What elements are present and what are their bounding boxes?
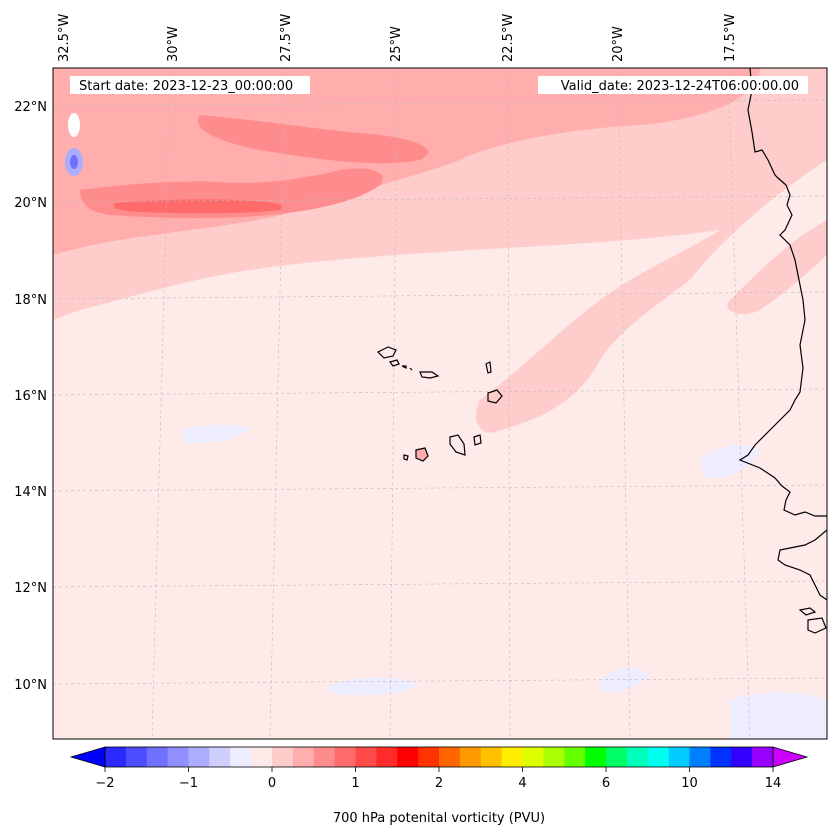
colorbar-tick-label: 4 <box>518 776 526 791</box>
colorbar-cell <box>188 747 210 767</box>
longitude-labels: 32.5°W 30°W 27.5°W 25°W 22.5°W 20°W 17.5… <box>57 14 738 62</box>
coastline-islands-south <box>798 607 827 634</box>
colorbar-cell <box>459 747 482 767</box>
pv-negative-patch-2 <box>700 444 760 479</box>
colorbar-cell <box>480 747 503 767</box>
colorbar-cell <box>501 747 523 767</box>
colorbar-cell <box>167 747 189 767</box>
coastline-guinea <box>777 529 827 601</box>
colorbar-tick-label: 1 <box>351 776 359 791</box>
start-date-box <box>70 76 310 94</box>
colorbar-cell <box>272 747 294 767</box>
lat-label: 18°N <box>14 293 47 308</box>
colorbar-cell <box>146 747 169 767</box>
colorbar-cell <box>626 747 649 767</box>
colorbar-cell <box>585 747 607 767</box>
colorbar-cell <box>647 747 670 767</box>
lon-label: 32.5°W <box>57 14 72 62</box>
lon-label: 17.5°W <box>723 14 738 62</box>
colorbar-cell <box>251 747 273 767</box>
lat-label: 12°N <box>14 581 47 596</box>
colorbar-cell <box>397 747 419 767</box>
colorbar-cell <box>522 747 544 767</box>
colorbar-cell <box>313 747 336 767</box>
colorbar-max-extension <box>772 746 809 768</box>
colorbar-cell <box>230 747 252 767</box>
latitude-labels: 22°N 20°N 18°N 16°N 14°N 12°N 10°N <box>14 100 47 693</box>
valid-date-box <box>538 76 808 94</box>
colorbar-cell <box>376 747 398 767</box>
start-date-label: Start date: 2023-12-23_00:00:00 <box>79 79 293 94</box>
map-border <box>52 67 828 740</box>
pv-negative-patch-4 <box>330 677 420 696</box>
pv-white-spot <box>68 113 80 137</box>
pv-band-strong-north <box>198 115 428 164</box>
valid-date-label: Valid_date: 2023-12-24T06:00:00.00 <box>561 79 799 94</box>
colorbar-tick-label: −2 <box>95 776 114 791</box>
lat-label: 14°N <box>14 485 47 500</box>
colorbar-tick-label: 2 <box>435 776 443 791</box>
colorbar-tick-label: 6 <box>602 776 610 791</box>
lon-label: 25°W <box>389 26 404 62</box>
colorbar-cell <box>334 747 356 767</box>
colorbar-cell <box>689 747 711 767</box>
cape-verde-islands <box>376 346 503 462</box>
colorbar-cells <box>105 747 774 767</box>
colorbar-cell <box>543 747 565 767</box>
colorbar-ticks: −2 −1 0 1 2 4 6 10 14 <box>95 767 781 791</box>
lat-label: 10°N <box>14 678 47 693</box>
colorbar-tick-label: −1 <box>179 776 198 791</box>
colorbar-cell <box>355 747 377 767</box>
colorbar-cell <box>125 747 148 767</box>
lon-label: 30°W <box>166 26 181 62</box>
colorbar-cell <box>209 747 231 767</box>
colorbar-cell <box>731 747 753 767</box>
pv-negative-patch-3 <box>600 668 650 692</box>
african-coastline <box>738 68 827 517</box>
pv-band-core <box>113 199 283 214</box>
pv-negative-core <box>70 155 78 169</box>
colorbar-tick-label: 10 <box>681 776 698 791</box>
colorbar-tick-label: 0 <box>268 776 276 791</box>
lat-label: 20°N <box>14 196 47 211</box>
pv-negative-patch-5 <box>730 692 827 739</box>
lon-label: 20°W <box>611 26 626 62</box>
colorbar-tick-label: 14 <box>765 776 782 791</box>
pv-band-light-east <box>727 220 827 315</box>
colorbar-cell <box>292 747 315 767</box>
lon-label: 27.5°W <box>279 14 294 62</box>
colorbar-cell <box>439 747 461 767</box>
colorbar-cell <box>710 747 732 767</box>
colorbar-min-extension <box>69 746 106 768</box>
colorbar-cell <box>564 747 586 767</box>
colorbar-cell <box>606 747 628 767</box>
colorbar-label: 700 hPa potenital vorticity (PVU) <box>333 811 545 826</box>
pv-negative-patch-1 <box>180 424 250 443</box>
gridlines <box>53 68 827 739</box>
lat-label: 16°N <box>14 389 47 404</box>
colorbar-cell <box>668 747 690 767</box>
map-area: Start date: 2023-12-23_00:00:00 Valid_da… <box>53 68 827 739</box>
lat-label: 22°N <box>14 100 47 115</box>
colorbar-cell <box>105 747 127 767</box>
lon-label: 22.5°W <box>501 14 516 62</box>
colorbar: −2 −1 0 1 2 4 6 10 14 700 hPa potenital vorticit… <box>69 746 809 826</box>
colorbar-cell <box>752 747 774 767</box>
colorbar-cell <box>418 747 440 767</box>
